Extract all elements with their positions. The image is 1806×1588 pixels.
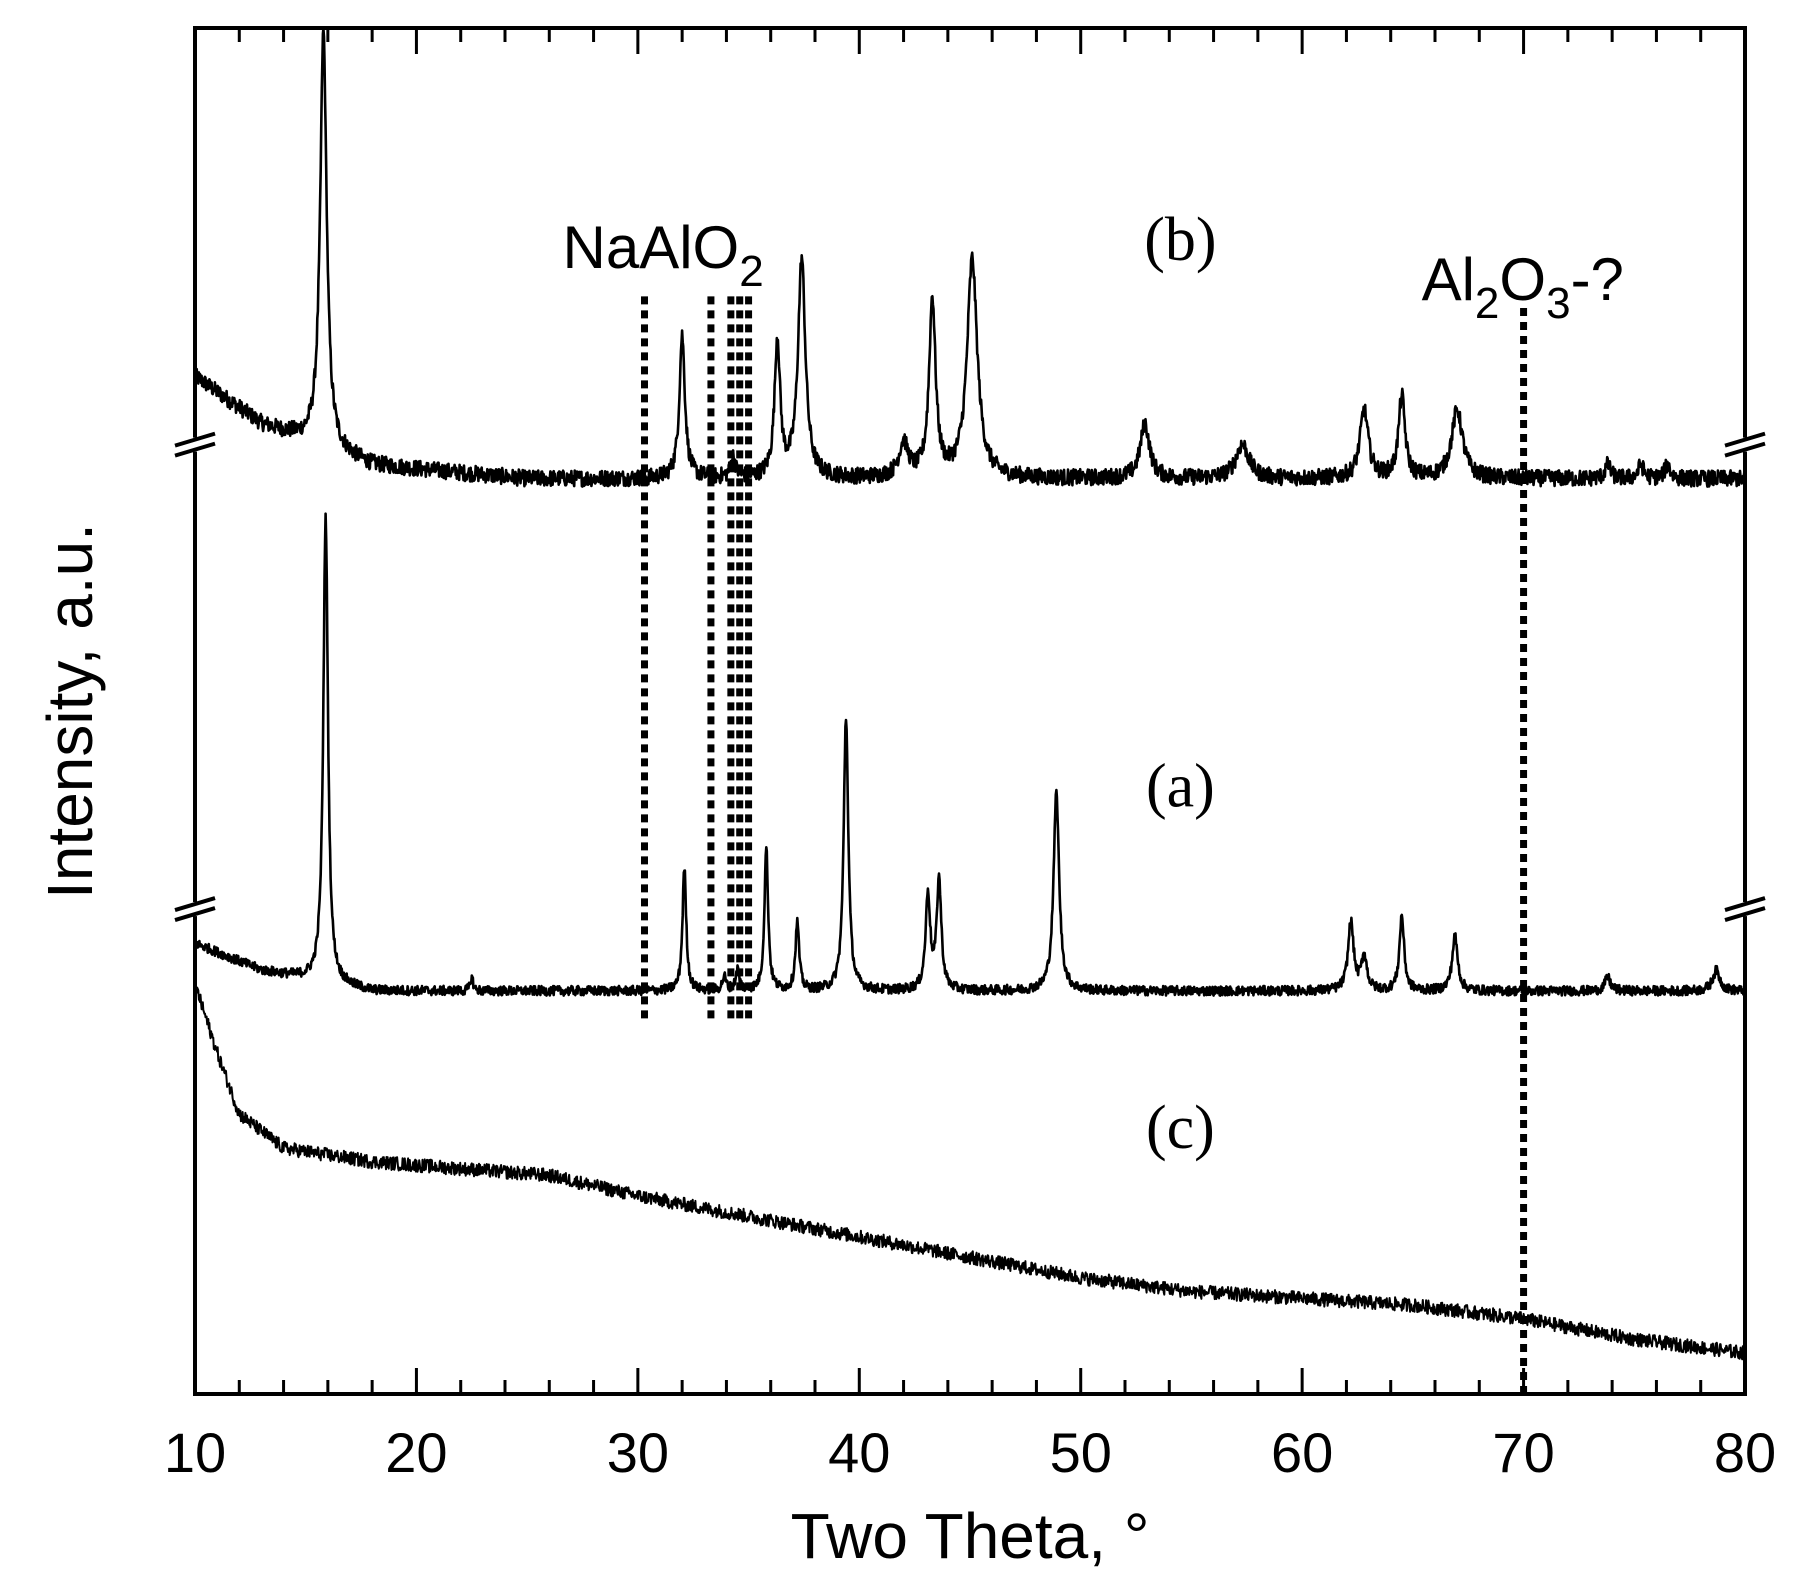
reference-label: NaAlO2 — [563, 214, 764, 296]
reference-label: Al2O3-? — [1422, 246, 1624, 328]
x-tick-label: 70 — [1492, 1421, 1554, 1484]
curve-label: (c) — [1146, 1094, 1215, 1162]
x-tick-label: 30 — [607, 1421, 669, 1484]
x-axis-label: Two Theta, ° — [791, 1500, 1150, 1572]
annotation-layer: NaAlO2 Al2O3-? (b) (a) (c) — [563, 206, 1624, 1162]
series-a-line — [193, 512, 1747, 997]
y-axis-label: Intensity, a.u. — [34, 523, 106, 899]
x-tick-label: 80 — [1714, 1421, 1776, 1484]
axis-break-mark — [1724, 441, 1766, 458]
axis-breaks — [174, 431, 1766, 922]
series-b-line — [193, 27, 1747, 488]
axis-break-mark — [174, 441, 216, 458]
axis-break-mark — [1724, 896, 1766, 912]
x-tick-label: 10 — [164, 1421, 226, 1484]
x-tick-label: 60 — [1271, 1421, 1333, 1484]
series-c-line — [194, 981, 1746, 1361]
curve-label: (a) — [1146, 753, 1215, 821]
x-tick-label: 20 — [385, 1421, 447, 1484]
x-tick-label: 50 — [1050, 1421, 1112, 1484]
axis-break-mark — [1724, 431, 1766, 448]
x-tick-label: 40 — [828, 1421, 890, 1484]
axis-break-mark — [174, 431, 216, 448]
series-layer — [193, 27, 1747, 1361]
axis-break-mark — [174, 906, 216, 922]
x-ticks: 10 20 30 40 50 60 70 80 — [164, 28, 1776, 1484]
plot-frame — [193, 26, 1747, 1396]
axis-break-mark — [174, 896, 216, 912]
axis-break-mark — [1724, 906, 1766, 922]
reference-lines — [641, 294, 1528, 1394]
curve-label: (b) — [1144, 206, 1216, 274]
